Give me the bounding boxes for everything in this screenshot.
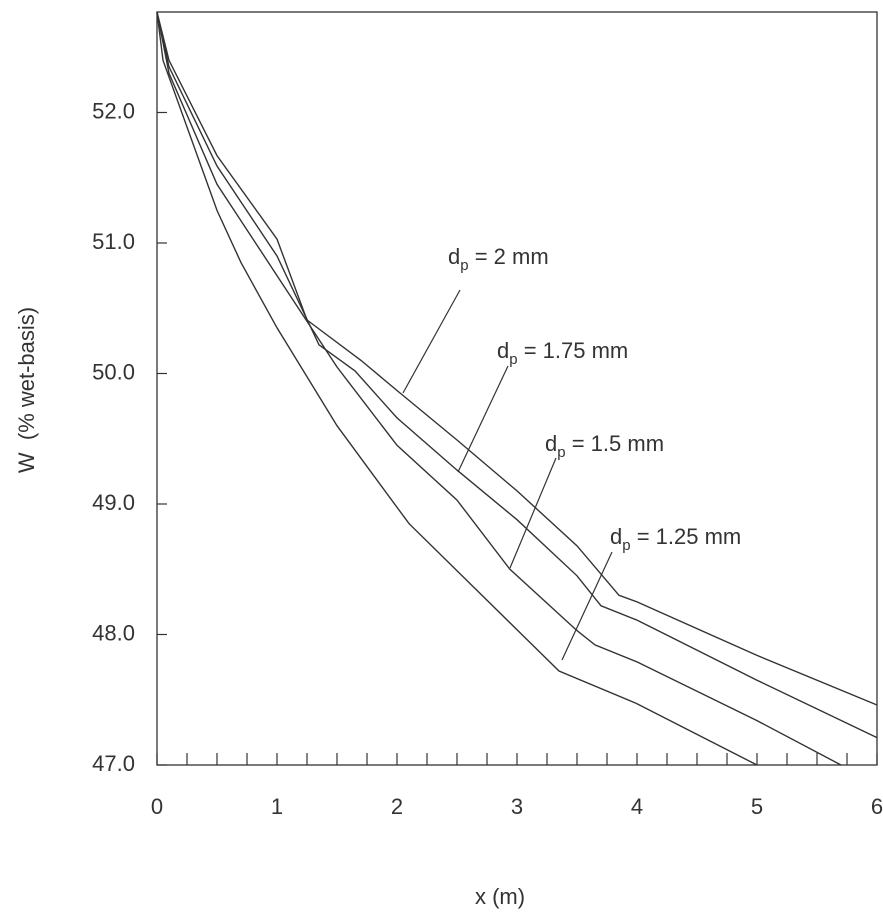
annotation-subscript: p	[509, 351, 517, 368]
x-tick-label: 2	[391, 794, 403, 819]
x-tick-label: 5	[751, 794, 763, 819]
x-axis-label: x (m)	[475, 884, 525, 909]
line-series	[156, 11, 878, 739]
x-tick-label: 1	[271, 794, 283, 819]
annotation-leader	[402, 289, 461, 394]
y-axis-label: W (% wet-basis)	[14, 307, 39, 473]
y-tick-label: 52.0	[92, 98, 135, 123]
annotation: dp = 1.75 mm	[497, 338, 628, 368]
annotation-leader	[509, 457, 557, 569]
y-tick-label: 50.0	[92, 359, 135, 384]
annotation-text: d	[448, 244, 460, 269]
annotation-suffix: = 1.25 mm	[631, 524, 742, 549]
x-tick-label: 0	[151, 794, 163, 819]
annotation-subscript: p	[460, 257, 468, 274]
x-tick-label: 3	[511, 794, 523, 819]
annotation-suffix: = 2 mm	[469, 244, 549, 269]
plot-frame	[156, 11, 878, 766]
annotation: dp = 2 mm	[448, 244, 549, 274]
y-tick-label: 49.0	[92, 490, 135, 515]
annotation-text: d	[610, 524, 622, 549]
x-tick-label: 6	[871, 794, 883, 819]
x-tick-label: 4	[631, 794, 643, 819]
annotation-text: d	[545, 431, 557, 456]
y-tick-label: 48.0	[92, 620, 135, 645]
line-series	[156, 11, 878, 706]
annotation: dp = 1.25 mm	[610, 524, 741, 554]
line-series	[156, 11, 758, 766]
annotation-leader	[457, 365, 509, 473]
y-tick-label: 47.0	[92, 751, 135, 776]
annotation-subscript: p	[622, 537, 630, 554]
y-tick-label: 51.0	[92, 229, 135, 254]
annotation-text: d	[497, 338, 509, 363]
annotation-suffix: = 1.75 mm	[518, 338, 629, 363]
annotation: dp = 1.5 mm	[545, 431, 664, 461]
annotation-suffix: = 1.5 mm	[566, 431, 664, 456]
annotation-leader	[561, 551, 613, 661]
annotation-subscript: p	[557, 444, 565, 461]
line-series	[156, 11, 842, 766]
